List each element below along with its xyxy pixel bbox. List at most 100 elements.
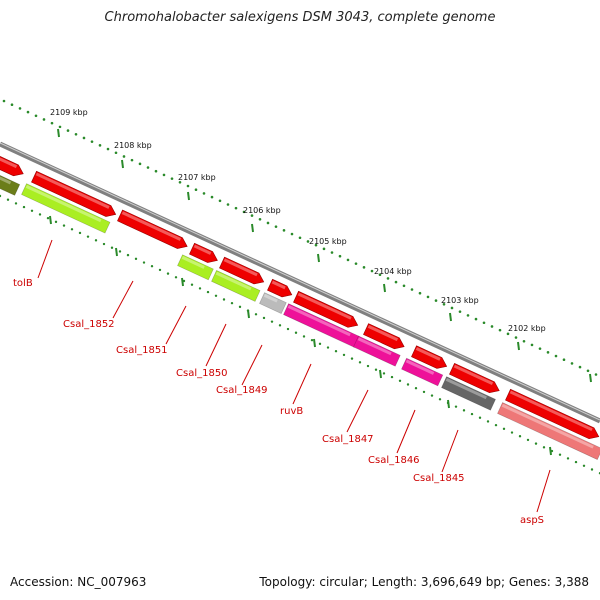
inner-minor-tick — [518, 435, 522, 438]
inner-minor-tick — [590, 468, 594, 471]
inner-minor-tick — [0, 194, 2, 198]
inner-minor-tick — [30, 209, 34, 212]
gene-reverse — [353, 335, 401, 367]
inner-minor-tick — [374, 368, 378, 371]
ruler-minor-tick — [50, 121, 54, 125]
ruler-minor-tick — [266, 221, 270, 225]
ruler-minor-tick — [74, 132, 78, 136]
ruler-minor-tick — [522, 339, 526, 343]
inner-minor-tick — [198, 287, 202, 290]
inner-minor-tick — [22, 205, 26, 209]
ruler-minor-tick — [378, 273, 382, 277]
ruler-major-tick — [187, 191, 190, 201]
gene-forward — [267, 278, 293, 298]
gene-label-tolB: tolB — [13, 278, 33, 289]
ruler-minor-tick — [386, 277, 390, 280]
ruler-minor-tick — [410, 288, 414, 291]
inner-minor-tick — [542, 446, 546, 449]
ruler-minor-tick — [66, 129, 70, 132]
ruler-minor-tick — [18, 107, 22, 110]
inner-minor-tick — [118, 250, 122, 253]
gene-label-csal-1847: Csal_1847 — [322, 434, 374, 445]
ruler-minor-tick — [130, 158, 134, 162]
kbp-ruler — [2, 99, 598, 383]
inner-minor-tick — [486, 420, 490, 423]
inner-minor-tick — [422, 390, 426, 394]
ruler-minor-tick — [338, 254, 342, 258]
inner-minor-tick — [46, 216, 50, 220]
ruler-minor-tick — [42, 118, 46, 121]
inner-minor-tick — [142, 261, 146, 264]
gene-reverse — [211, 270, 261, 302]
ruler-major-tick — [589, 373, 592, 383]
map-title: Chromohalobacter salexigens DSM 3043, co… — [104, 10, 496, 25]
gene-label-ruvB: ruvB — [280, 406, 303, 417]
ruler-minor-tick — [546, 351, 550, 354]
inner-minor-tick — [86, 235, 90, 238]
ruler-minor-tick — [226, 203, 230, 206]
ruler-minor-tick — [434, 299, 438, 302]
gene-forward — [219, 256, 265, 285]
label-leader-line — [396, 409, 416, 454]
inner-minor-tick — [494, 423, 498, 427]
inner-minor-tick — [286, 327, 290, 331]
ruler-minor-tick — [138, 162, 142, 166]
inner-minor-tick — [414, 386, 418, 390]
ruler-minor-tick — [146, 166, 150, 169]
inner-minor-tick — [534, 442, 538, 445]
ruler-minor-tick — [402, 284, 406, 288]
inner-major-tick — [247, 309, 250, 319]
gene-label-csal-1852: Csal_1852 — [63, 319, 115, 330]
inner-minor-tick — [150, 265, 154, 268]
kbp-label-2103: 2103 kbp — [441, 296, 479, 305]
inner-minor-tick — [502, 427, 506, 431]
inner-minor-tick — [110, 246, 114, 249]
inner-minor-tick — [214, 294, 218, 297]
label-leader-line — [346, 389, 369, 433]
ruler-minor-tick — [578, 365, 582, 369]
ruler-major-tick — [57, 128, 60, 138]
inner-minor-tick — [62, 224, 66, 227]
ruler-major-tick — [517, 341, 520, 351]
inner-minor-tick — [462, 409, 466, 412]
inner-minor-tick — [166, 272, 170, 275]
ruler-minor-tick — [290, 232, 294, 236]
ruler-minor-tick — [306, 240, 310, 243]
ruler-minor-tick — [538, 347, 542, 350]
inner-minor-tick — [390, 375, 394, 379]
gene-forward — [505, 388, 600, 440]
topology-text: Topology: circular; Length: 3,696,649 bp… — [259, 575, 589, 589]
gene-label-csal-1850: Csal_1850 — [176, 368, 228, 379]
gene-forward — [449, 362, 500, 394]
label-leader-line — [165, 305, 187, 345]
inner-minor-tick — [558, 453, 562, 456]
inner-major-tick — [313, 338, 316, 348]
ruler-minor-tick — [106, 147, 110, 151]
inner-minor-tick — [398, 379, 402, 382]
gene-forward — [411, 345, 448, 369]
ruler-minor-tick — [210, 195, 214, 199]
ruler-minor-tick — [218, 199, 222, 203]
inner-minor-tick — [102, 242, 106, 246]
inner-minor-tick — [342, 353, 346, 357]
gene-reverse — [441, 376, 496, 411]
inner-minor-tick — [430, 394, 434, 397]
inner-minor-tick — [454, 405, 458, 408]
inner-minor-tick — [14, 202, 18, 205]
ruler-minor-tick — [90, 140, 94, 143]
gene-forward — [117, 209, 188, 249]
ruler-minor-tick — [466, 314, 470, 317]
inner-minor-tick — [302, 335, 306, 338]
gene-label-csal-1849: Csal_1849 — [216, 385, 268, 396]
inner-major-tick — [49, 215, 52, 225]
gene-label-aspS: aspS — [520, 515, 544, 526]
gene-reverse — [21, 183, 111, 234]
inner-minor-tick — [294, 331, 298, 334]
ruler-minor-tick — [194, 188, 198, 192]
ruler-minor-tick — [242, 210, 246, 214]
gene-forward — [31, 170, 117, 217]
inner-minor-tick — [278, 324, 282, 327]
ruler-minor-tick — [58, 125, 62, 129]
ruler-minor-tick — [330, 251, 334, 254]
